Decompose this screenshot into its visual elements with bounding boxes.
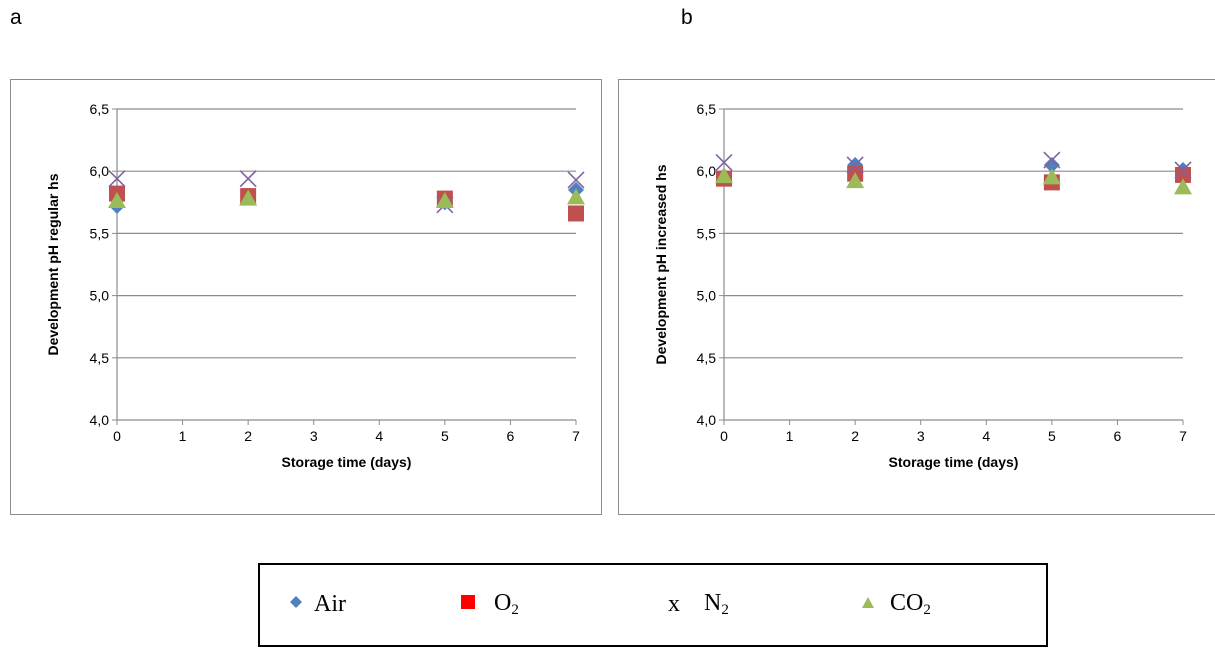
y-tick-label: 6,5 <box>90 101 110 117</box>
chart-panel-a: 4,0 4,5 5,0 5,5 6,0 6,5 0 1 2 3 4 5 6 7 Storage time (… <box>10 79 602 515</box>
x-tick-label: 3 <box>310 428 318 444</box>
y-tick-label: 5,0 <box>90 288 110 304</box>
x-tick-label: 0 <box>113 428 121 444</box>
x-tick-label: 7 <box>1179 428 1187 444</box>
legend-label-n2: N2 <box>704 589 729 618</box>
chart-panel-b: 4,0 4,5 5,0 5,5 6,0 6,5 0 1 2 3 4 5 6 7 Storage time (… <box>618 79 1215 515</box>
scatter-chart-a: 4,0 4,5 5,0 5,5 6,0 6,5 0 1 2 3 4 5 6 7 Storage time (… <box>45 101 585 470</box>
x-marker-icon: x <box>668 590 680 617</box>
legend-label-co2: CO2 <box>890 589 931 618</box>
y-tick-label: 5,0 <box>697 288 717 304</box>
y-axis-title: Development pH increased hs <box>653 164 669 364</box>
legend-item-air: Air <box>288 589 346 619</box>
x-tick-label: 0 <box>720 428 728 444</box>
x-axis-title: Storage time (days) <box>282 454 412 470</box>
x-tick-label: 1 <box>786 428 794 444</box>
x-tick-label: 2 <box>244 428 252 444</box>
triangle-marker-icon <box>860 594 876 615</box>
data-point-o2 <box>568 205 584 222</box>
legend-label-o2: O2 <box>494 589 519 618</box>
data-point-o2 <box>1175 166 1191 183</box>
data-point-co2 <box>108 192 126 209</box>
square-marker-icon <box>460 593 478 616</box>
x-tick-label: 5 <box>441 428 449 444</box>
data-point-co2 <box>846 172 865 189</box>
diamond-marker-icon <box>288 594 304 615</box>
x-axis-title: Storage time (days) <box>889 454 1019 470</box>
y-tick-label: 4,0 <box>697 412 717 428</box>
x-tick-label: 4 <box>375 428 383 444</box>
data-point-n2 <box>1043 151 1061 169</box>
y-tick-label: 4,0 <box>90 412 110 428</box>
y-tick-label: 6,0 <box>697 163 717 179</box>
data-point-co2 <box>1042 168 1061 185</box>
y-tick-label: 6,0 <box>90 163 110 179</box>
y-axis-title: Development pH regular hs <box>45 173 61 355</box>
data-point-co2 <box>715 167 733 184</box>
x-tick-label: 6 <box>507 428 515 444</box>
y-tick-label: 4,5 <box>90 350 110 366</box>
data-point-air <box>1043 156 1060 173</box>
data-point-co2 <box>239 189 258 206</box>
x-tick-label: 7 <box>572 428 580 444</box>
x-tick-label: 2 <box>851 428 859 444</box>
data-point-n2 <box>846 156 864 174</box>
legend-item-o2: O2 <box>460 589 519 619</box>
x-tick-label: 6 <box>1114 428 1122 444</box>
y-tick-label: 5,5 <box>90 225 110 241</box>
y-tick-label: 5,5 <box>697 225 717 241</box>
legend-item-co2: CO2 <box>860 589 931 619</box>
data-point-co2 <box>567 188 585 205</box>
data-point-n2 <box>1174 161 1192 179</box>
data-point-n2 <box>567 171 585 189</box>
x-tick-label: 3 <box>917 428 925 444</box>
data-point-co2 <box>435 192 454 209</box>
legend-label-air: Air <box>314 590 346 617</box>
data-point-n2 <box>239 170 257 188</box>
y-tick-label: 4,5 <box>697 350 717 366</box>
x-tick-label: 1 <box>179 428 187 444</box>
x-tick-label: 5 <box>1048 428 1056 444</box>
data-point-n2 <box>715 153 733 172</box>
panel-label-a: a <box>10 6 22 29</box>
panel-label-b: b <box>681 6 693 29</box>
legend-item-n2: x N2 <box>668 589 729 619</box>
scatter-chart-b: 4,0 4,5 5,0 5,5 6,0 6,5 0 1 2 3 4 5 6 7 Storage time (… <box>653 101 1192 470</box>
data-point-n2 <box>108 170 126 188</box>
x-tick-label: 4 <box>982 428 990 444</box>
y-tick-label: 6,5 <box>697 101 717 117</box>
legend: Air O2 x N2 CO2 <box>258 563 1048 647</box>
data-point-co2 <box>1174 178 1192 195</box>
